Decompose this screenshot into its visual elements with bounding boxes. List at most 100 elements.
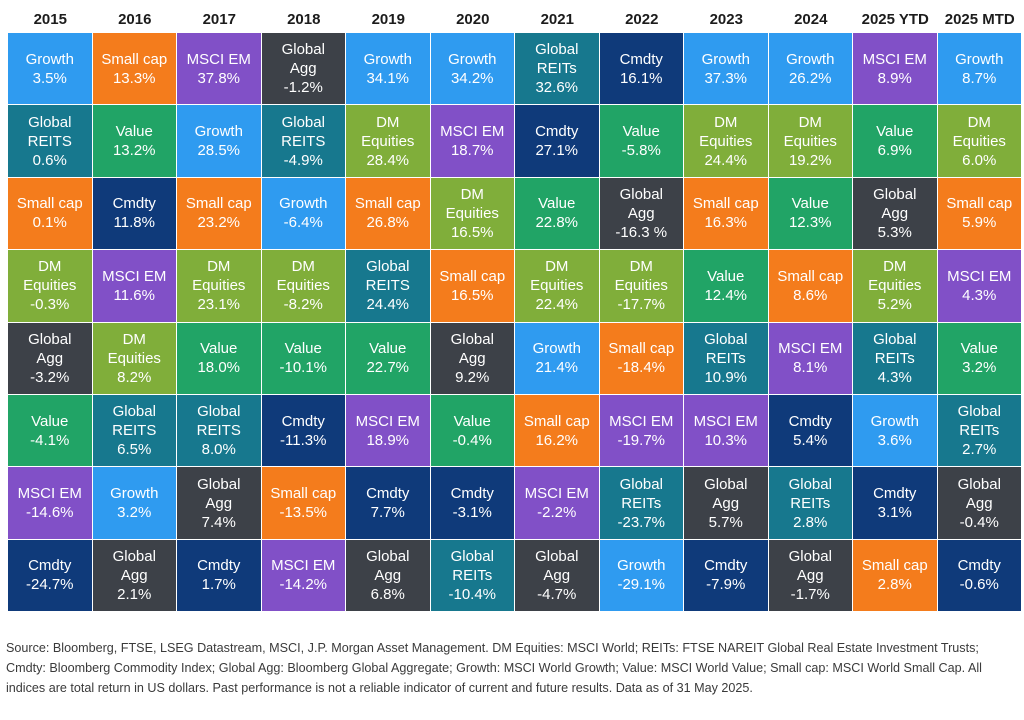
return-cell: Global REITs -10.4% (430, 539, 514, 612)
asset-label: Global REITS (112, 403, 157, 440)
return-cell: Cmdty 7.7% (346, 467, 430, 539)
asset-label: MSCI EM (947, 267, 1012, 285)
return-value: 5.3% (877, 223, 912, 241)
cell-text: MSCI EM 10.3% (694, 412, 758, 450)
asset-label: Growth (363, 50, 412, 68)
asset-label: Small cap (861, 557, 928, 575)
cell-text: Cmdty 16.1% (620, 50, 663, 88)
return-cell: DM Equities 19.2% (768, 105, 852, 177)
asset-label: Value (115, 123, 153, 141)
cell-text: Small cap -13.5% (270, 484, 336, 522)
asset-label: Cmdty (281, 412, 325, 430)
return-cell: Cmdty 16.1% (599, 33, 683, 105)
return-value: 37.8% (197, 69, 241, 87)
return-cell: Growth -29.1% (599, 539, 683, 612)
return-value: 3.5% (32, 69, 67, 87)
return-cell: DM Equities 16.5% (430, 177, 514, 250)
cell-text: Cmdty -11.3% (280, 412, 326, 450)
cell-text: Growth 3.2% (110, 484, 158, 522)
return-cell: Global REITs 10.9% (684, 322, 768, 394)
return-value: -24.7% (25, 576, 74, 594)
cell-text: Global Agg -1.2% (282, 40, 325, 97)
asset-label: Global REITs (450, 547, 494, 584)
asset-label: MSCI EM (609, 412, 674, 430)
return-cell: Value -4.1% (8, 395, 92, 467)
cell-text: Global Agg -0.4% (958, 475, 1001, 532)
asset-label: DM Equities (445, 185, 499, 222)
return-cell: Cmdty 3.1% (853, 467, 937, 539)
return-cell: DM Equities 22.4% (515, 250, 599, 322)
return-value: -10.4% (448, 585, 497, 603)
cell-text: Growth 37.3% (702, 50, 750, 88)
return-cell: Global Agg -16.3 % (599, 177, 683, 250)
return-cell: Global Agg -1.7% (768, 539, 852, 612)
cell-text: MSCI EM -14.2% (271, 556, 335, 594)
return-cell: Value 18.0% (177, 322, 261, 394)
return-value: 10.9% (704, 368, 748, 386)
return-value: 1.7% (201, 576, 236, 594)
asset-label: Growth (194, 123, 243, 141)
return-cell: DM Equities 24.4% (684, 105, 768, 177)
return-value: -19.7% (617, 431, 665, 449)
asset-label: DM Equities (23, 258, 77, 295)
return-value: 7.4% (201, 513, 236, 531)
return-value: -4.1% (30, 431, 70, 449)
return-cell: DM Equities 23.1% (177, 250, 261, 322)
year-header: 2021 (540, 11, 574, 28)
return-cell: Value -0.4% (430, 395, 514, 467)
asset-label: MSCI EM (693, 412, 758, 430)
cell-text: Small cap 26.8% (355, 194, 421, 232)
cell-text: DM Equities 23.1% (192, 257, 245, 314)
cell-text: Global REITs -10.4% (448, 547, 496, 604)
return-value: 12.3% (788, 214, 832, 232)
return-cell: Cmdty -24.7% (8, 539, 92, 612)
return-value: 18.7% (450, 142, 494, 160)
asset-label: Global REITs (957, 403, 1001, 440)
return-cell: Growth 21.4% (515, 322, 599, 394)
return-value: 4.3% (877, 368, 912, 386)
return-cell: Value -5.8% (599, 105, 683, 177)
return-cell: Small cap 13.3% (92, 33, 176, 105)
asset-label: Global REITs (788, 475, 832, 512)
asset-label: Global REITs (704, 330, 748, 367)
return-cell: Growth -6.4% (261, 177, 345, 250)
year-header: 2025 MTD (944, 11, 1015, 28)
return-value: 8.0% (201, 441, 236, 459)
cell-text: Growth -29.1% (617, 556, 665, 594)
asset-label: DM Equities (276, 258, 330, 295)
cell-text: Global REITS 6.5% (112, 402, 156, 459)
return-cell: MSCI EM 10.3% (684, 395, 768, 467)
return-value: 2.7% (962, 441, 997, 459)
return-value: 3.2% (962, 359, 997, 377)
asset-label: MSCI EM (524, 485, 589, 503)
cell-text: Value -5.8% (622, 122, 661, 160)
cell-text: Global REITs 2.8% (789, 475, 832, 532)
cell-text: MSCI EM 37.8% (187, 50, 251, 88)
cell-text: Small cap 16.2% (524, 412, 590, 450)
return-value: 3.6% (877, 431, 912, 449)
return-value: 6.5% (117, 441, 152, 459)
return-value: 18.9% (366, 431, 410, 449)
asset-label: Cmdty (957, 557, 1001, 575)
cell-text: Small cap 16.3% (693, 194, 759, 232)
return-cell: Growth 28.5% (177, 105, 261, 177)
cell-text: DM Equities 22.4% (530, 257, 583, 314)
year-header: 2022 (625, 11, 659, 28)
return-value: 16.2% (535, 431, 579, 449)
cell-text: MSCI EM 8.1% (778, 339, 842, 377)
return-value: 11.8% (113, 214, 155, 232)
cell-text: Global REITs 4.3% (873, 330, 916, 387)
cell-text: Growth 34.2% (448, 50, 496, 88)
return-value: 6.8% (370, 585, 405, 603)
asset-label: Value (622, 123, 660, 141)
return-cell: Small cap -13.5% (261, 467, 345, 539)
return-cell: MSCI EM 8.9% (853, 33, 937, 105)
return-cell: Growth 8.7% (937, 33, 1021, 105)
asset-label: DM Equities (699, 113, 753, 150)
return-cell: Growth 3.2% (92, 467, 176, 539)
cell-text: Cmdty 27.1% (535, 122, 578, 160)
return-value: 2.8% (877, 576, 912, 594)
year-header: 2016 (118, 11, 152, 28)
cell-text: Value 12.4% (704, 267, 747, 305)
return-value: -23.7% (617, 513, 666, 531)
